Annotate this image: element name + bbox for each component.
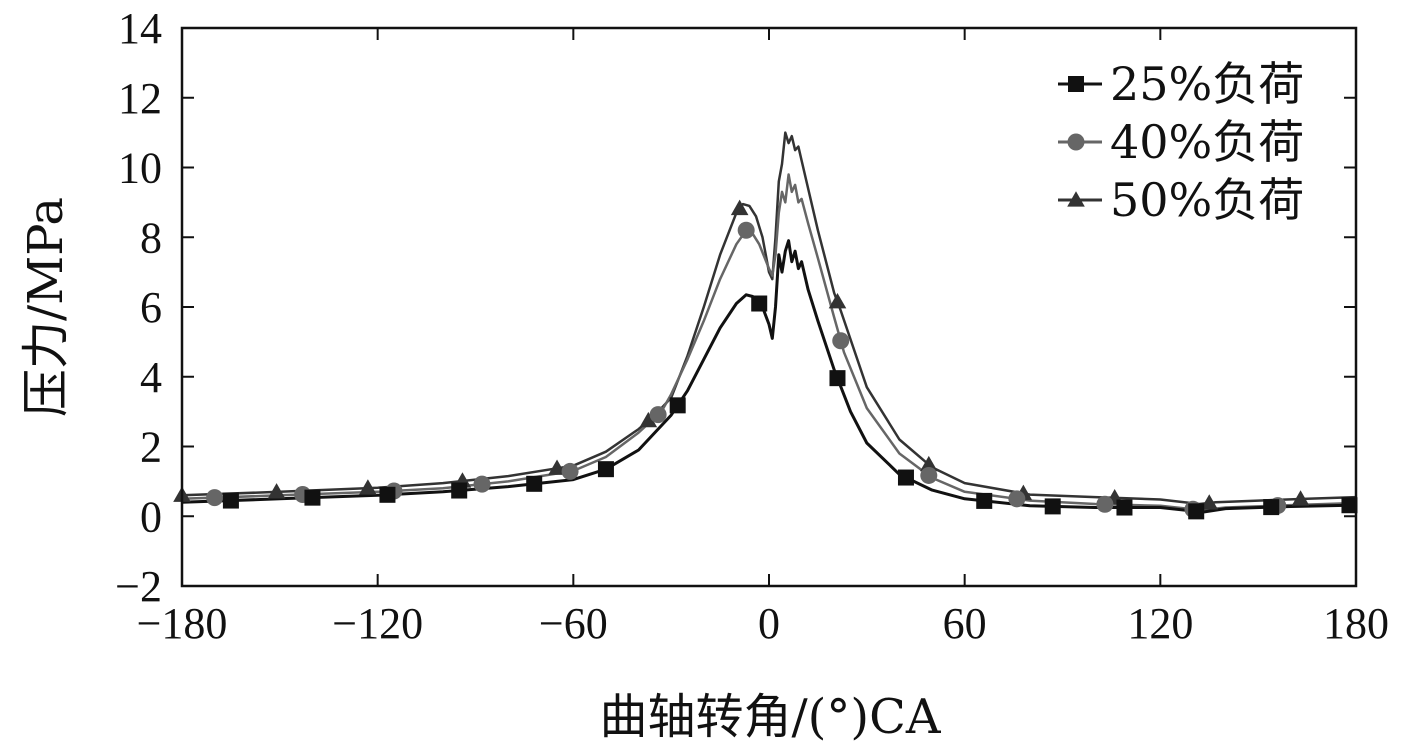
series-3-marker — [919, 455, 938, 472]
legend-label: 50%负荷 — [1110, 173, 1304, 227]
series-3-marker — [1291, 490, 1310, 506]
legend-label: 40%负荷 — [1110, 115, 1304, 169]
y-tick-label: −2 — [115, 562, 162, 611]
x-tick-label: 120 — [1127, 599, 1193, 648]
series-2-marker — [649, 406, 667, 424]
series-1-marker — [1263, 499, 1280, 516]
series-1-marker — [1116, 499, 1133, 516]
x-tick-label: −180 — [137, 599, 228, 648]
series-2-marker — [561, 462, 579, 480]
series-2-marker — [920, 466, 938, 484]
x-tick-label: 0 — [758, 599, 780, 648]
series-2-marker — [1008, 490, 1026, 508]
series-1-marker — [1341, 497, 1358, 514]
series-line-1 — [181, 239, 1357, 514]
series-1-marker — [597, 461, 614, 478]
series-1-marker — [222, 492, 239, 509]
series-1-marker — [304, 489, 321, 506]
series-1-marker — [451, 482, 468, 499]
y-tick-label: 2 — [140, 423, 162, 472]
tick-layer: −180 −120 −60 0 60 120 180 −2 0 2 4 6 8 10 12 14 — [115, 4, 1389, 648]
series-3-marker — [267, 483, 286, 499]
x-axis-title: 曲轴转角/(°)CA — [599, 689, 941, 745]
series-1-marker — [1044, 498, 1061, 515]
y-tick-label: 12 — [118, 74, 162, 123]
y-axis-title-group: 压力/MPa — [18, 197, 74, 417]
legend-label: 25%负荷 — [1110, 57, 1304, 111]
series-3-marker — [828, 292, 847, 309]
y-tick-label: 14 — [118, 4, 162, 53]
series-1-marker — [829, 370, 846, 387]
x-tick-label: −60 — [539, 599, 608, 648]
series-1-marker — [976, 492, 993, 509]
y-tick-label: 4 — [140, 353, 162, 402]
series-1-marker — [1188, 503, 1205, 520]
series-3-marker — [639, 411, 658, 428]
series-3-marker — [730, 199, 749, 216]
series-3-marker — [359, 479, 377, 495]
series-1-marker — [897, 469, 914, 486]
y-tick-label: 0 — [140, 492, 162, 541]
legend-marker — [1067, 133, 1085, 151]
series-2-marker — [473, 475, 491, 493]
series-1-marker — [669, 397, 686, 414]
series-1-marker — [751, 295, 768, 312]
x-tick-label: 60 — [943, 599, 987, 648]
series-1-marker — [379, 486, 396, 503]
legend-marker — [1068, 76, 1084, 92]
x-tick-label: 180 — [1323, 599, 1389, 648]
y-tick-label: 6 — [140, 283, 162, 332]
series-2-marker — [832, 332, 850, 350]
legend-marker — [1067, 191, 1085, 207]
y-tick-label: 10 — [118, 144, 162, 193]
series-2-marker — [1096, 495, 1114, 513]
series-2-marker — [206, 489, 224, 507]
series-2-marker — [737, 221, 755, 239]
series-3-marker — [1200, 494, 1219, 510]
series-3-marker — [548, 459, 566, 475]
y-tick-label: 8 — [140, 213, 162, 262]
marker-layer — [173, 199, 1358, 520]
series-1-marker — [526, 475, 543, 492]
x-tick-label: −120 — [332, 599, 423, 648]
y-axis-title: 压力/MPa — [18, 197, 74, 417]
